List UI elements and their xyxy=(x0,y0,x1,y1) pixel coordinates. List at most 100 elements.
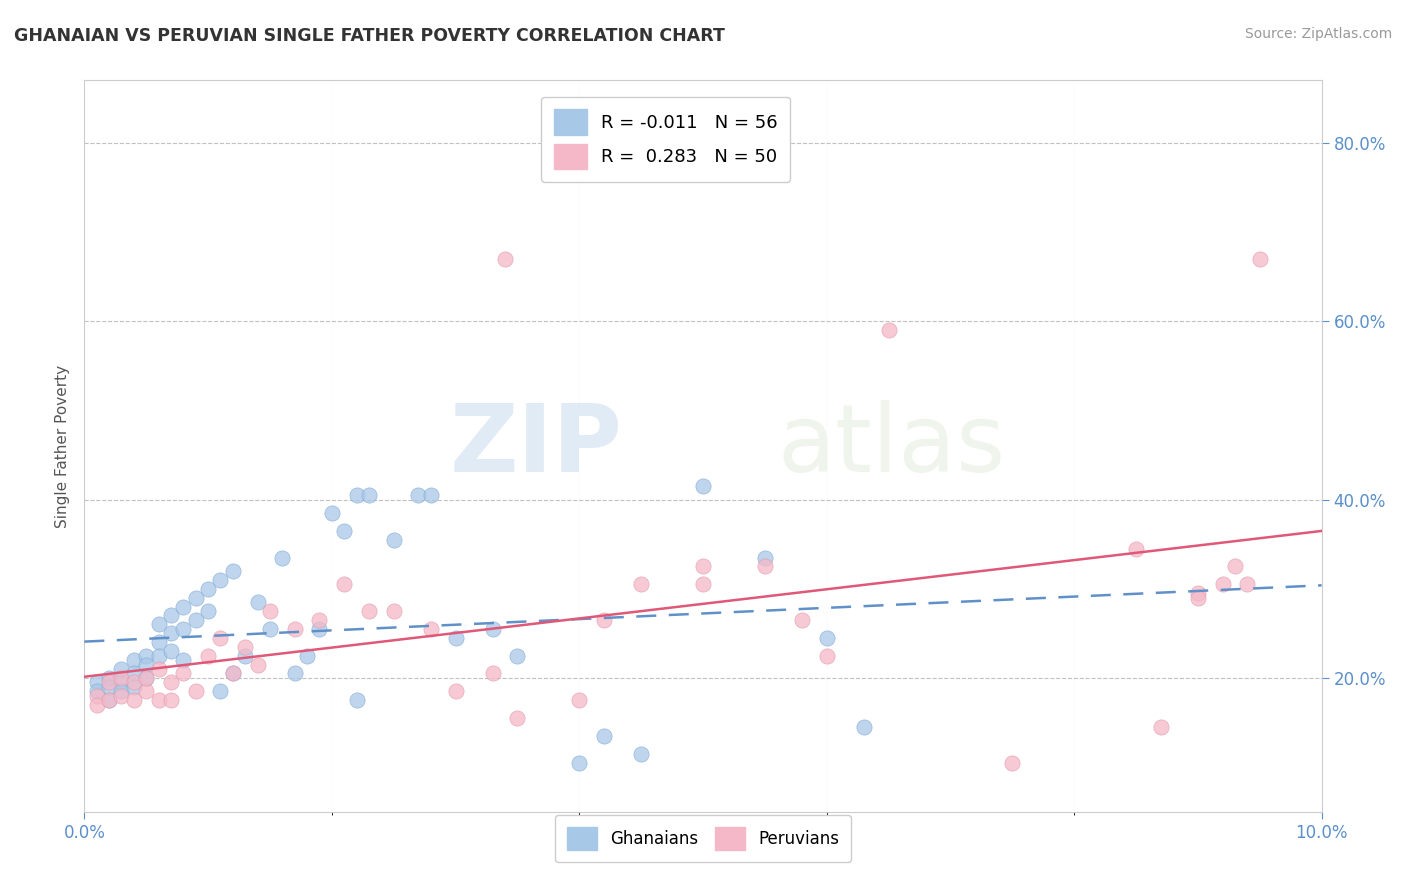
Point xyxy=(135,648,157,663)
Legend: Ghanaians, Peruvians: Ghanaians, Peruvians xyxy=(555,815,851,862)
Point xyxy=(506,648,529,663)
Point xyxy=(382,533,405,547)
Text: atlas: atlas xyxy=(778,400,1005,492)
Point xyxy=(110,662,132,676)
Point xyxy=(148,662,170,676)
Point xyxy=(209,684,232,698)
Point xyxy=(692,577,714,591)
Point xyxy=(852,720,875,734)
Point xyxy=(790,613,813,627)
Point xyxy=(692,559,714,574)
Point xyxy=(233,640,256,654)
Point xyxy=(184,613,207,627)
Point xyxy=(593,729,616,743)
Point xyxy=(184,684,207,698)
Point xyxy=(172,599,194,614)
Point xyxy=(160,626,183,640)
Point xyxy=(222,564,245,578)
Point xyxy=(444,631,467,645)
Point xyxy=(1249,252,1271,266)
Point xyxy=(444,684,467,698)
Point xyxy=(246,657,269,672)
Point xyxy=(122,675,145,690)
Point xyxy=(877,323,900,337)
Point xyxy=(184,591,207,605)
Point xyxy=(1001,756,1024,770)
Point xyxy=(197,604,219,618)
Point xyxy=(321,506,343,520)
Point xyxy=(815,648,838,663)
Point xyxy=(172,653,194,667)
Point xyxy=(593,613,616,627)
Point xyxy=(98,693,121,707)
Point xyxy=(408,488,430,502)
Point xyxy=(172,622,194,636)
Point xyxy=(197,582,219,596)
Point xyxy=(259,622,281,636)
Point xyxy=(160,644,183,658)
Point xyxy=(135,684,157,698)
Point xyxy=(246,595,269,609)
Y-axis label: Single Father Poverty: Single Father Poverty xyxy=(55,365,70,527)
Point xyxy=(148,693,170,707)
Point xyxy=(148,617,170,632)
Point xyxy=(1187,586,1209,600)
Point xyxy=(346,693,368,707)
Point xyxy=(86,684,108,698)
Point xyxy=(481,666,503,681)
Point xyxy=(110,689,132,703)
Point xyxy=(568,756,591,770)
Point xyxy=(110,675,132,690)
Point xyxy=(98,671,121,685)
Point xyxy=(148,648,170,663)
Point xyxy=(135,671,157,685)
Point xyxy=(197,648,219,663)
Point xyxy=(1236,577,1258,591)
Point xyxy=(209,573,232,587)
Point xyxy=(98,693,121,707)
Point xyxy=(233,648,256,663)
Point xyxy=(1223,559,1246,574)
Point xyxy=(172,666,194,681)
Point xyxy=(419,622,441,636)
Point xyxy=(754,550,776,565)
Point xyxy=(815,631,838,645)
Point xyxy=(754,559,776,574)
Point xyxy=(135,657,157,672)
Point xyxy=(122,666,145,681)
Point xyxy=(308,613,330,627)
Point xyxy=(222,666,245,681)
Point xyxy=(284,666,307,681)
Text: ZIP: ZIP xyxy=(450,400,623,492)
Point xyxy=(333,577,356,591)
Point xyxy=(692,479,714,493)
Point xyxy=(110,671,132,685)
Text: Source: ZipAtlas.com: Source: ZipAtlas.com xyxy=(1244,27,1392,41)
Point xyxy=(308,622,330,636)
Point xyxy=(419,488,441,502)
Point xyxy=(98,680,121,694)
Point xyxy=(568,693,591,707)
Point xyxy=(271,550,294,565)
Text: GHANAIAN VS PERUVIAN SINGLE FATHER POVERTY CORRELATION CHART: GHANAIAN VS PERUVIAN SINGLE FATHER POVER… xyxy=(14,27,725,45)
Point xyxy=(506,711,529,725)
Point xyxy=(333,524,356,538)
Point xyxy=(346,488,368,502)
Point xyxy=(110,684,132,698)
Point xyxy=(284,622,307,636)
Point xyxy=(1187,591,1209,605)
Point xyxy=(86,698,108,712)
Point xyxy=(494,252,516,266)
Point xyxy=(481,622,503,636)
Point xyxy=(160,693,183,707)
Point xyxy=(295,648,318,663)
Point xyxy=(357,488,380,502)
Point xyxy=(160,608,183,623)
Point xyxy=(148,635,170,649)
Point xyxy=(222,666,245,681)
Point xyxy=(209,631,232,645)
Point xyxy=(1125,541,1147,556)
Point xyxy=(86,675,108,690)
Point xyxy=(122,693,145,707)
Point xyxy=(135,671,157,685)
